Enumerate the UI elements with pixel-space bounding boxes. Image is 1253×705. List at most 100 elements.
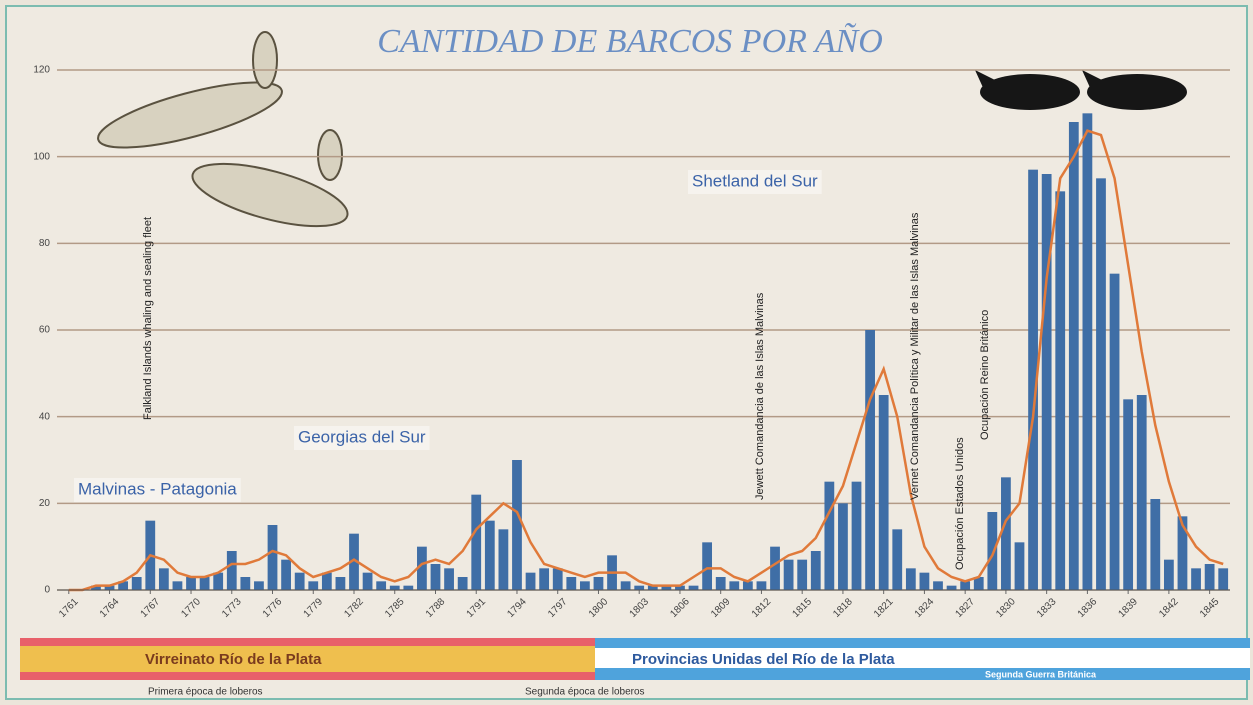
period-label: Provincias Unidas del Río de la Plata <box>632 651 895 668</box>
bar <box>960 581 971 590</box>
vertical-annotation: Vernet Comandancia Política y Militar de… <box>909 212 921 500</box>
bar <box>729 581 740 590</box>
bar <box>376 581 387 590</box>
bar <box>525 572 536 590</box>
bar <box>566 577 577 590</box>
bar <box>1163 559 1174 590</box>
bar <box>199 577 210 590</box>
bar <box>267 525 278 590</box>
bar <box>810 551 821 590</box>
bar <box>742 581 753 590</box>
bar <box>1041 174 1052 590</box>
bar <box>1150 499 1161 590</box>
annotation: Malvinas - Patagonia <box>78 479 237 498</box>
bar <box>919 572 930 590</box>
bar <box>281 559 291 590</box>
bar <box>131 577 142 590</box>
bar <box>1068 122 1079 590</box>
bar <box>1136 395 1147 590</box>
bar <box>715 577 726 590</box>
bar <box>417 546 427 590</box>
bar <box>675 585 685 590</box>
bar <box>552 568 563 590</box>
bar <box>878 395 889 590</box>
era-label: Segunda época de loberos <box>525 687 645 698</box>
y-tick-label: 40 <box>39 411 51 422</box>
bar <box>647 585 658 590</box>
bar <box>905 568 916 590</box>
bar <box>973 577 984 590</box>
bar <box>294 572 305 590</box>
bar <box>254 581 264 590</box>
annotation-box <box>74 478 241 502</box>
y-tick-label: 0 <box>44 585 50 596</box>
bar <box>1191 568 1201 590</box>
bar <box>579 581 590 590</box>
period-label: Segunda Guerra Británica <box>985 669 1097 679</box>
y-tick-label: 60 <box>39 325 51 336</box>
bar <box>471 494 482 590</box>
bar <box>1014 542 1025 590</box>
bar <box>389 585 400 590</box>
bar <box>1177 516 1188 590</box>
bar <box>1204 564 1215 590</box>
bar <box>838 503 848 590</box>
seal-illustration <box>97 31 349 228</box>
bar <box>756 581 767 590</box>
y-tick-label: 80 <box>39 238 51 249</box>
bar <box>1082 113 1093 590</box>
bar <box>1055 191 1066 591</box>
bar <box>403 585 414 590</box>
period-label: Virreinato Río de la Plata <box>145 651 322 668</box>
bar <box>851 481 862 590</box>
bar <box>321 572 332 590</box>
bar <box>770 546 780 590</box>
bar <box>1028 169 1038 590</box>
y-tick-label: 20 <box>39 498 51 509</box>
bar <box>430 564 441 590</box>
bar <box>1123 399 1134 590</box>
bar <box>634 585 645 590</box>
bar <box>593 577 604 590</box>
bar <box>1001 477 1011 590</box>
bar <box>498 529 509 590</box>
bar <box>946 585 957 590</box>
whale-illustration <box>975 70 1187 110</box>
bar <box>186 577 196 590</box>
bar <box>349 533 359 590</box>
bar <box>688 585 699 590</box>
bar <box>335 577 346 590</box>
bar <box>1096 178 1106 591</box>
annotation: Georgias del Sur <box>298 427 426 446</box>
y-tick-label: 120 <box>33 65 50 76</box>
bar <box>226 551 237 590</box>
vertical-annotation: Ocupación Reino Británico <box>979 310 991 440</box>
era-label: Primera época de loberos <box>148 687 263 698</box>
annotation-box <box>294 426 430 450</box>
vertical-annotation: Jewett Comandancia de las Islas Malvinas <box>754 292 766 500</box>
bar <box>308 581 319 590</box>
bar <box>1109 273 1120 590</box>
vertical-annotation: Falkland Islands whaling and sealing fle… <box>142 217 154 420</box>
bar <box>797 559 808 590</box>
bar <box>91 585 101 590</box>
chart-title: CANTIDAD DE BARCOS POR AÑO <box>377 23 883 60</box>
bar <box>865 330 875 590</box>
vertical-annotation: Ocupación Estados Unidos <box>954 437 966 570</box>
bar <box>104 585 115 590</box>
bar <box>457 577 468 590</box>
bar <box>783 559 794 590</box>
bar <box>987 512 998 590</box>
bar <box>661 585 672 590</box>
bar <box>240 577 251 590</box>
annotation: Shetland del Sur <box>692 171 818 190</box>
bar <box>444 568 454 590</box>
y-tick-label: 100 <box>33 151 50 162</box>
bar <box>118 581 129 590</box>
bar <box>933 581 943 590</box>
bar <box>824 481 835 590</box>
bar <box>158 568 169 590</box>
bar <box>362 572 373 590</box>
bar <box>484 520 495 590</box>
bar <box>892 529 903 590</box>
